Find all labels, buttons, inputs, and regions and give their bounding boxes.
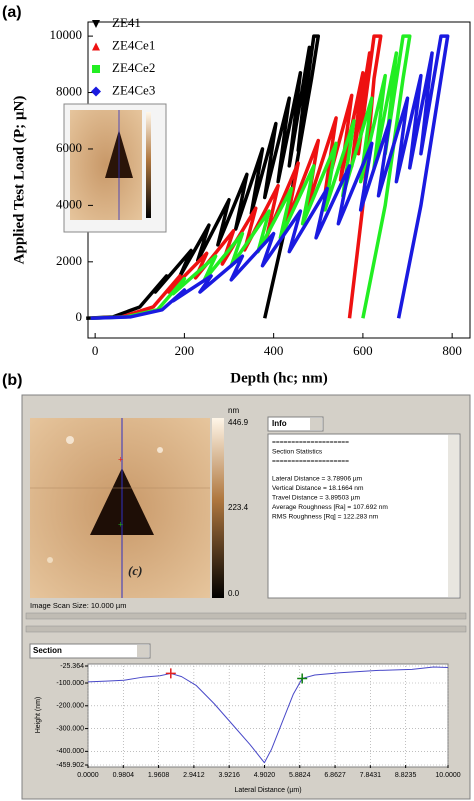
y-tick-label: -400.000 — [56, 748, 84, 755]
info-line: Section Statistics — [272, 448, 323, 455]
info-box — [267, 433, 461, 599]
x-tick-label: 6.8627 — [324, 772, 346, 779]
y-tick-label: 6000 — [56, 140, 82, 155]
y-tick-label: -200.000 — [56, 703, 84, 710]
cursor-marker — [297, 673, 308, 684]
series-line — [90, 34, 450, 320]
y-tick-label: 10000 — [50, 27, 83, 42]
y-tick-label: -25.364 — [60, 663, 84, 670]
series-line — [87, 666, 449, 764]
y-tick-label: -100.000 — [56, 680, 84, 687]
x-tick-label: 0.9804 — [113, 772, 135, 779]
info-line: Vertical Distance = 18.1664 nm — [272, 485, 364, 492]
x-tick-label: 8.8235 — [395, 772, 417, 779]
y-axis-label: Applied Test Load (P; µN) — [11, 96, 27, 265]
x-axis-label: Lateral Distance (µm) — [234, 787, 301, 794]
x-tick-label: 5.8824 — [289, 772, 311, 779]
x-tick-label: 600 — [353, 343, 373, 358]
y-tick-label: 2000 — [56, 253, 82, 268]
y-tick-label: 4000 — [56, 196, 82, 211]
y-tick-label: 0 — [76, 309, 83, 324]
y-axis-label: Height (nm) — [35, 697, 42, 734]
x-tick-label: 4.9020 — [254, 772, 276, 779]
section-dropdown-label: Section — [33, 646, 62, 655]
colorbar — [212, 418, 224, 598]
info-line: ==================== — [272, 458, 349, 465]
legend-marker — [92, 20, 100, 28]
svg-text:+: + — [118, 454, 123, 464]
info-dropdown-label: Info — [272, 419, 287, 428]
x-axis-label: Depth (hc; nm) — [230, 370, 328, 386]
legend-marker — [92, 42, 100, 51]
software-window: + + — [21, 394, 471, 800]
x-tick-label: 3.9216 — [218, 772, 240, 779]
x-tick-label: 800 — [442, 343, 462, 358]
y-tick-label: 8000 — [56, 84, 82, 99]
colorbar-label: 0.0 — [228, 589, 240, 598]
legend-marker — [92, 65, 100, 73]
info-line: ==================== — [272, 439, 349, 446]
scan-size: Image Scan Size: 10.000 µm — [30, 601, 126, 610]
legend-label: ZE4Ce3 — [112, 82, 155, 97]
info-line: RMS Roughness [Rq] = 122.283 nm — [272, 513, 379, 520]
panel-label: (a) — [2, 4, 22, 21]
x-tick-label: 10.0000 — [435, 772, 460, 779]
y-tick-label: -459.902 — [56, 762, 84, 769]
legend-marker — [91, 86, 101, 97]
image-label: (c) — [128, 563, 142, 578]
legend-label: ZE4Ce1 — [112, 37, 155, 52]
cursor-marker — [165, 668, 176, 679]
info-dropdown[interactable] — [267, 416, 324, 432]
series-line — [86, 34, 321, 320]
inset-image — [63, 103, 167, 233]
info-line: Lateral Distance = 3.78906 µm — [272, 475, 363, 482]
colorbar-label: 223.4 — [228, 503, 249, 512]
x-tick-label: 7.8431 — [360, 772, 382, 779]
y-tick-label: -300.000 — [56, 725, 84, 732]
legend-label: ZE41 — [112, 15, 141, 30]
x-tick-label: 0.0000 — [77, 772, 99, 779]
colorbar-unit: nm — [228, 406, 239, 415]
section-dropdown[interactable] — [29, 643, 151, 659]
x-tick-label: 0 — [92, 343, 99, 358]
info-line: Average Roughness [Ra] = 107.692 nm — [272, 504, 388, 511]
x-tick-label: 1.9608 — [148, 772, 170, 779]
info-line: Travel Distance = 3.89503 µm — [272, 494, 361, 501]
panel-label: (b) — [2, 372, 22, 389]
x-tick-label: 2.9412 — [183, 772, 205, 779]
section-plot-area — [87, 663, 449, 768]
x-tick-label: 400 — [264, 343, 284, 358]
x-tick-label: 200 — [175, 343, 195, 358]
svg-text:+: + — [118, 519, 123, 529]
colorbar-label: 446.9 — [228, 418, 249, 427]
legend-label: ZE4Ce2 — [112, 60, 155, 75]
